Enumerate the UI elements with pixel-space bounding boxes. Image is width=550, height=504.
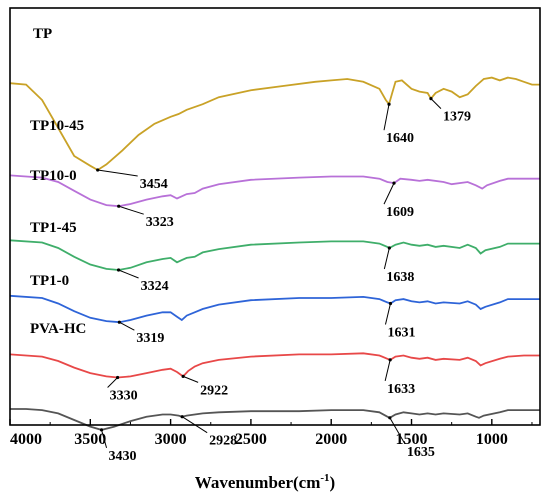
annotation-arrow: [383, 182, 395, 205]
x-tick-label: 4000: [10, 431, 42, 448]
annotation-arrowhead: [387, 246, 391, 250]
peak-label: 3319: [136, 331, 164, 346]
series-name-tp10-0: TP10-0: [30, 168, 77, 184]
series-name-tp1-45: TP1-45: [30, 220, 77, 236]
annotation-arrowhead: [117, 204, 121, 208]
annotation-arrowhead: [388, 416, 392, 420]
peak-label: 1379: [443, 110, 471, 125]
plot-frame: [9, 7, 541, 426]
peak-label: 3430: [109, 449, 137, 464]
series-line-tp10-0: [9, 239, 540, 271]
peak-label: 3330: [110, 389, 138, 404]
x-tick-label: 1000: [476, 431, 508, 448]
annotation-arrow: [182, 375, 199, 383]
peak-label: 2928: [209, 434, 237, 449]
annotation-arrow: [107, 377, 118, 388]
x-tick-label: 3000: [155, 431, 187, 448]
annotation-arrow: [118, 205, 144, 215]
series-layer: [9, 76, 540, 431]
series-line-tp10-45: [9, 174, 540, 208]
annotation-arrow: [384, 359, 391, 382]
series-line-tp1-45: [9, 294, 540, 324]
x-axis-label-tail: ): [330, 473, 336, 492]
label-layer: TP 3454 1640 1379 TP10-45 3323 1609 TP10-0 3324 1…: [30, 26, 471, 464]
x-tick-label: 3500: [74, 431, 106, 448]
x-tick-label: 2500: [235, 431, 267, 448]
annotation-arrowhead: [116, 268, 121, 272]
annotation-arrowhead: [392, 181, 396, 185]
peak-label: 1633: [387, 382, 415, 397]
peak-label: 3323: [146, 215, 174, 230]
peak-label: 3324: [141, 279, 169, 294]
peak-label: 1631: [387, 326, 415, 341]
annotation-arrowhead: [387, 102, 391, 106]
annotation-arrow: [383, 247, 390, 270]
x-axis-label-sup: -1: [320, 472, 329, 484]
x-axis-label: Wavenumber(cm-1): [195, 472, 335, 492]
annotation-arrowhead: [96, 168, 100, 172]
x-tick-label: 1500: [396, 431, 428, 448]
series-line-tp1-0: [9, 352, 540, 379]
peak-label: 1638: [386, 270, 414, 285]
annotation-arrow: [97, 169, 138, 177]
annotation-arrowhead: [117, 320, 121, 324]
x-tick-label: 2000: [315, 431, 347, 448]
annotation-arrow: [118, 269, 139, 279]
annotation-arrowhead: [388, 301, 393, 306]
annotation-arrow: [430, 98, 442, 109]
annotation-arrowhead: [388, 358, 392, 362]
annotation-arrowhead: [116, 375, 120, 380]
series-name-tp10-45: TP10-45: [30, 118, 84, 134]
annotation-arrow: [383, 104, 390, 131]
series-line-tp: [9, 76, 540, 172]
annotation-arrowhead: [180, 415, 184, 419]
series-line-pva-hc: [10, 408, 540, 431]
tick-layer: 4000 3500 3000 2500 2000 1500 1000: [9, 419, 533, 448]
peak-label: 3454: [140, 177, 168, 192]
peak-label: 2922: [200, 383, 228, 398]
x-axis-label-main: Wavenumber(cm: [195, 473, 321, 492]
series-name-tp: TP: [33, 26, 52, 42]
peak-label: 1640: [386, 131, 414, 146]
annotation-arrow: [389, 417, 406, 445]
annotation-arrow: [384, 303, 391, 325]
peak-label: 1609: [386, 205, 414, 220]
series-name-tp1-0: TP1-0: [30, 273, 69, 289]
peak-label: 1635: [407, 445, 435, 460]
annotation-arrowhead: [429, 97, 433, 101]
annotation-arrow: [119, 321, 135, 331]
annotation-arrow: [101, 429, 108, 449]
annotation-arrowhead: [99, 428, 104, 432]
series-name-pva-hc: PVA-HC: [30, 321, 86, 337]
annotation-arrowhead: [181, 374, 185, 378]
